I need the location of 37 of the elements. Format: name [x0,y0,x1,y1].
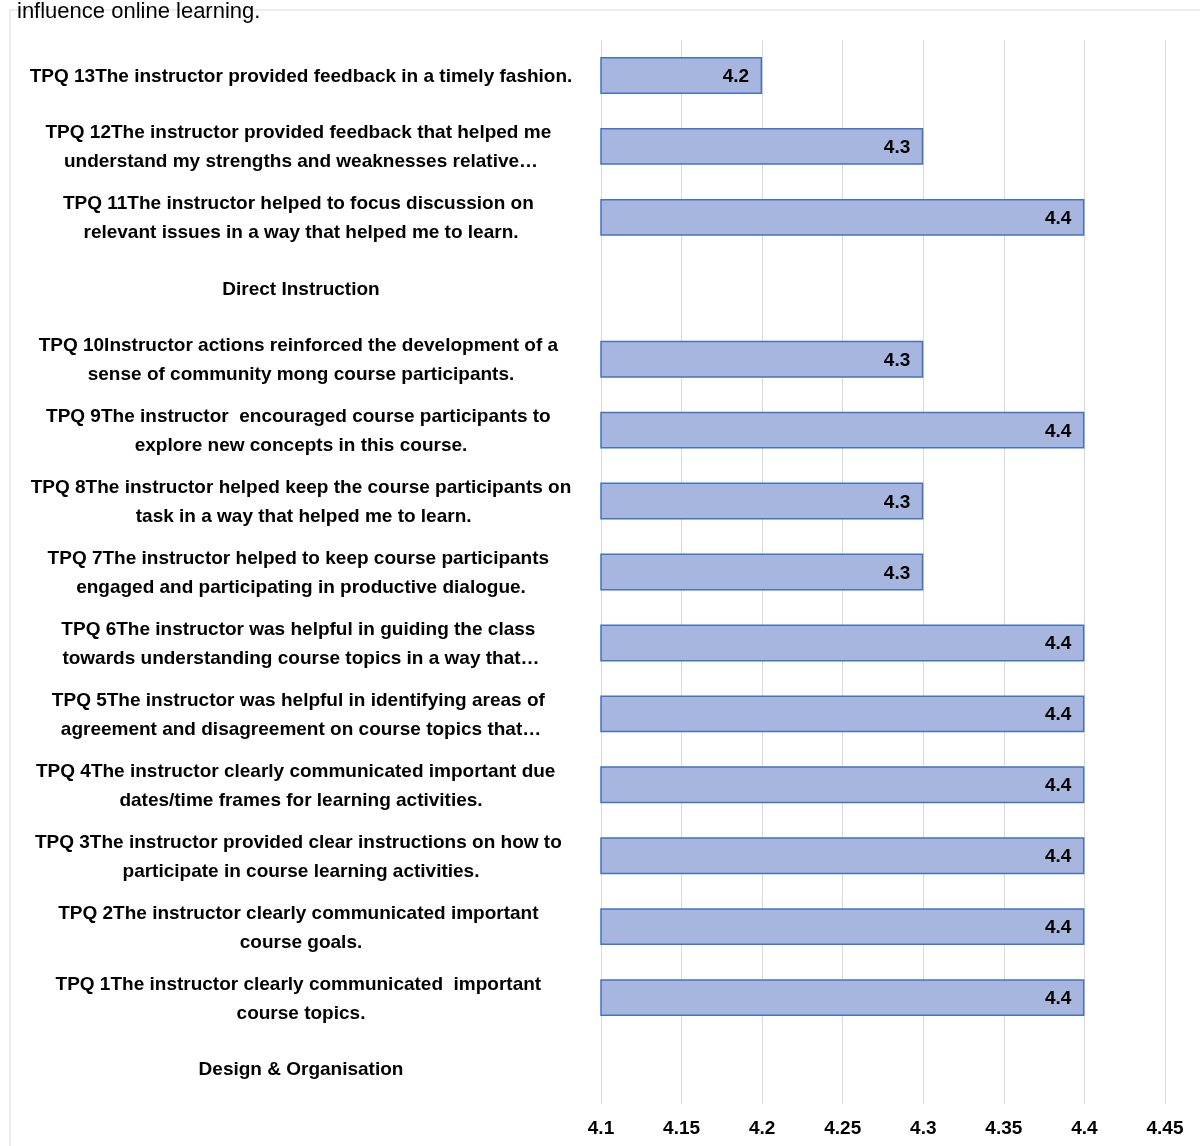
x-tick-label: 4.4 [1071,1117,1099,1138]
y-tick-label: TPQ 12The instructor provided feedback that helped me understand my strengths and weaknesses relative… [45,121,557,172]
data-label: 4.4 [1045,419,1072,441]
data-label: 4.4 [1045,845,1072,867]
y-tick-label: TPQ 1The instructor clearly communicated important course topics. [55,972,547,1023]
data-label: 4.3 [883,348,911,370]
x-tick-label: 4.45 [1146,1117,1184,1138]
y-tick-label: TPQ 13The instructor provided feedback in a timely fashion. [29,64,573,86]
x-tick-label: 4.15 [663,1117,701,1138]
data-label: 4.4 [1045,774,1072,796]
data-label: 4.3 [883,490,911,512]
x-tick-label: 4.3 [910,1117,937,1138]
data-label: 4.4 [1045,916,1072,938]
text: influence online learning. [17,0,261,23]
x-tick-label: 4.35 [985,1117,1023,1138]
data-label: 4.3 [883,135,911,157]
data-label: 4.4 [1045,632,1072,654]
y-tick-label: TPQ 5The instructor was helpful in identifying areas of agreement and disagreement on course topics that… [51,688,551,739]
y-tick-label: TPQ 4The instructor clearly communicated important due dates/time frames for learning activities. [36,759,566,810]
data-label: 4.2 [722,64,750,86]
x-tick-label: 4.1 [587,1117,615,1138]
data-label: 4.4 [1045,703,1072,725]
x-tick-label: 4.25 [824,1117,862,1138]
data-label: 4.3 [883,561,911,583]
data-label: 4.4 [1045,987,1072,1009]
y-tick-label: Design & Organisation [198,1058,404,1080]
y-tick-label: TPQ 3The instructor provided clear instructions on how to participate in course learning activities. [34,830,568,881]
y-tick-label: TPQ 8The instructor helped keep the course participants on task in a way that helped me to learn. [30,476,572,527]
x-tick-label: 4.2 [748,1117,776,1138]
data-label: 4.4 [1045,206,1072,228]
y-tick-label: TPQ 9The instructor encouraged course participants to explore new concepts in this course. [46,405,556,456]
y-tick-label: TPQ 2The instructor clearly communicated important course goals. [58,901,544,952]
y-tick-label: TPQ 6The instructor was helpful in guiding the class towards understanding course topics in a way that… [61,617,541,668]
y-tick-label: Direct Instruction [222,277,380,299]
y-tick-label: TPQ 11The instructor helped to focus discussion on relevant issues in a way that helped me to learn. [62,192,540,243]
y-tick-label: TPQ 10Instructor actions reinforced the development of a sense of community mong course participants. [38,334,564,385]
y-tick-label: TPQ 7The instructor helped to keep course participants engaged and participating in productive dialogue. [47,547,555,597]
